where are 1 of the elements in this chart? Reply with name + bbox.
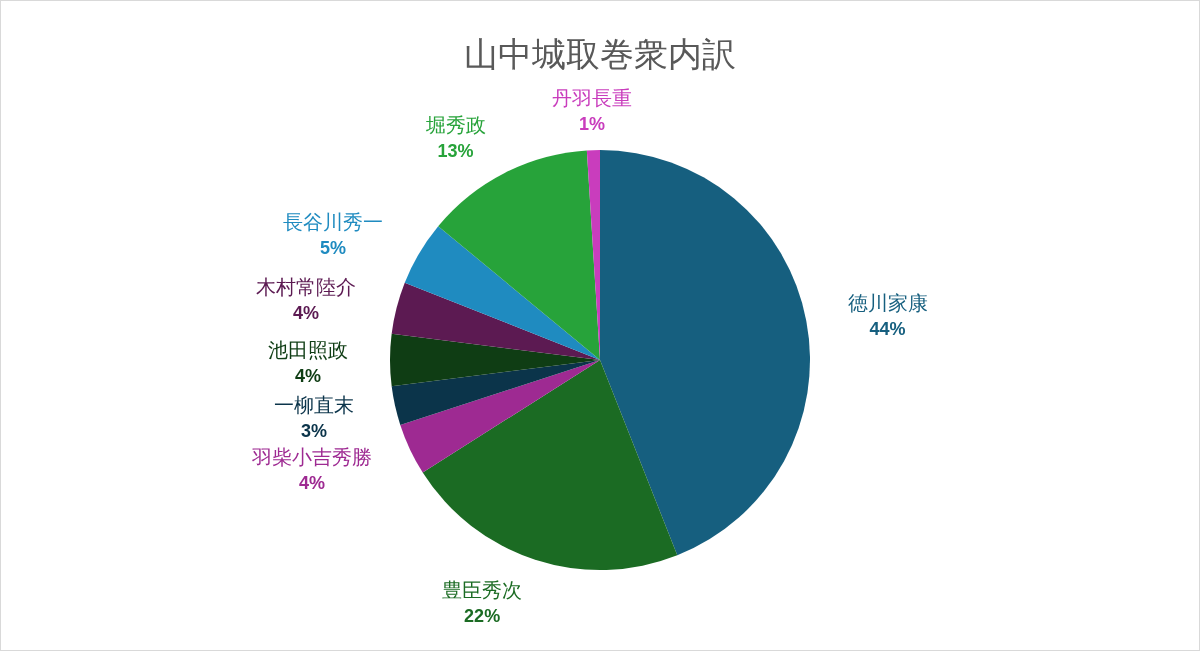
title: 山中城取巻衆内訳 bbox=[464, 35, 736, 73]
